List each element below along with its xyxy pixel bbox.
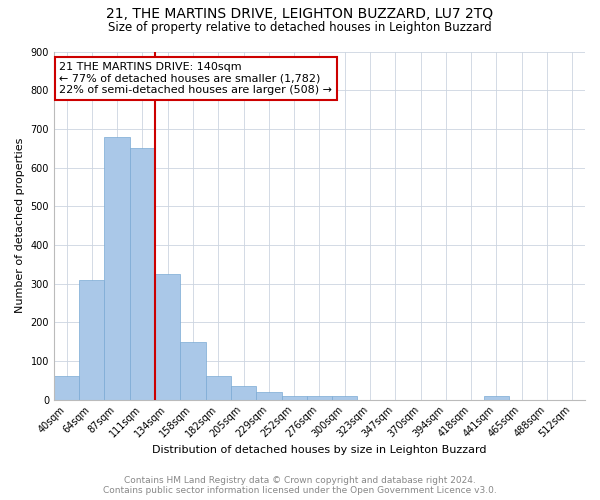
Bar: [307, 396, 332, 400]
Bar: [104, 136, 130, 400]
Bar: [79, 280, 104, 400]
Bar: [181, 342, 206, 400]
X-axis label: Distribution of detached houses by size in Leighton Buzzard: Distribution of detached houses by size …: [152, 445, 487, 455]
Bar: [130, 148, 155, 400]
Bar: [281, 396, 307, 400]
Bar: [155, 274, 181, 400]
Bar: [484, 396, 509, 400]
Bar: [256, 392, 281, 400]
Bar: [206, 376, 231, 400]
Bar: [332, 396, 358, 400]
Text: 21 THE MARTINS DRIVE: 140sqm
← 77% of detached houses are smaller (1,782)
22% of: 21 THE MARTINS DRIVE: 140sqm ← 77% of de…: [59, 62, 332, 95]
Bar: [54, 376, 79, 400]
Text: Size of property relative to detached houses in Leighton Buzzard: Size of property relative to detached ho…: [108, 21, 492, 34]
Text: Contains HM Land Registry data © Crown copyright and database right 2024.
Contai: Contains HM Land Registry data © Crown c…: [103, 476, 497, 495]
Text: 21, THE MARTINS DRIVE, LEIGHTON BUZZARD, LU7 2TQ: 21, THE MARTINS DRIVE, LEIGHTON BUZZARD,…: [106, 8, 494, 22]
Bar: [231, 386, 256, 400]
Y-axis label: Number of detached properties: Number of detached properties: [15, 138, 25, 313]
